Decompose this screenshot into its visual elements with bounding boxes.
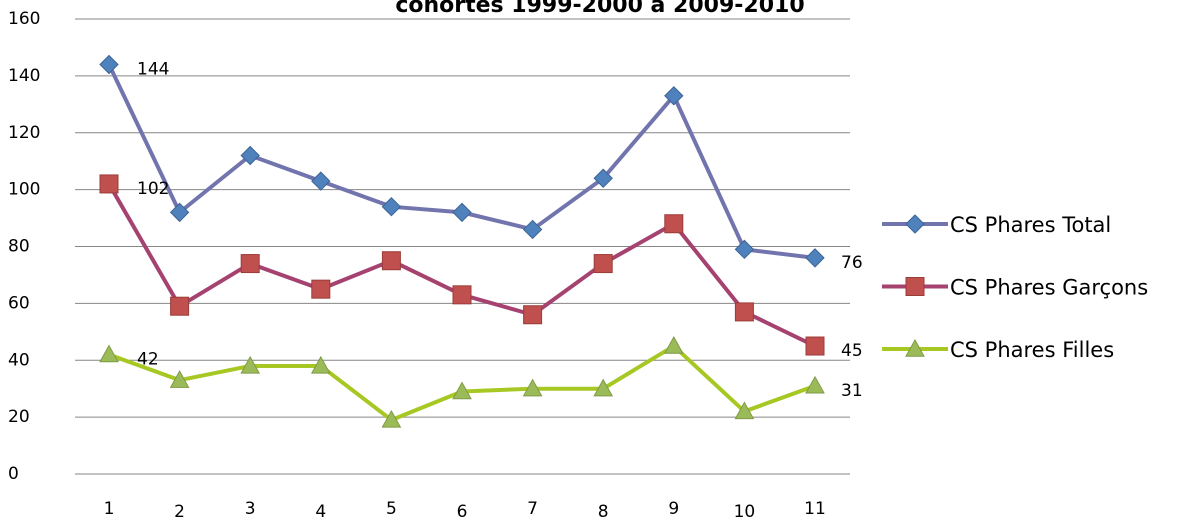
marker: [664, 86, 684, 106]
marker: [805, 336, 825, 356]
series-line: [107, 63, 816, 260]
marker: [240, 355, 261, 374]
x-tick-label: 10: [734, 502, 756, 520]
marker: [381, 196, 402, 217]
marker: [381, 251, 401, 271]
marker: [99, 174, 119, 194]
marker: [381, 409, 402, 428]
x-tick-label: 7: [527, 499, 538, 519]
data-label: 76: [841, 253, 863, 273]
marker: [805, 375, 825, 394]
y-tick-label: 0: [8, 464, 19, 484]
marker: [523, 305, 543, 325]
marker: [734, 302, 754, 322]
marker: [452, 285, 472, 305]
y-tick-label: 120: [8, 123, 40, 143]
marker: [593, 168, 613, 188]
x-tick-label: 6: [457, 502, 468, 520]
legend-label: CS Phares Garçons: [950, 276, 1148, 300]
data-label: 45: [841, 341, 863, 361]
marker: [99, 54, 119, 75]
marker: [452, 381, 472, 400]
marker: [452, 202, 472, 223]
chart-title: cohortes 1999-2000 à 2009-2010: [395, 0, 804, 18]
y-tick-label: 140: [8, 66, 40, 86]
marker: [663, 336, 684, 354]
marker: [734, 401, 755, 420]
x-tick-label: 11: [804, 499, 826, 519]
marker: [169, 370, 190, 388]
marker: [169, 202, 190, 223]
marker: [734, 239, 755, 260]
marker: [664, 214, 684, 234]
marker: [522, 219, 543, 240]
marker: [593, 254, 613, 274]
marker: [905, 214, 925, 234]
marker: [99, 344, 119, 363]
legend-label: CS Phares Total: [950, 213, 1111, 237]
y-tick-label: 20: [8, 407, 30, 427]
y-tick-label: 80: [8, 237, 30, 257]
marker: [240, 254, 260, 274]
x-tick-label: 9: [668, 499, 679, 519]
marker: [311, 279, 331, 299]
x-tick-label: 3: [245, 499, 256, 519]
x-tick-label: 1: [104, 499, 115, 519]
data-label: 102: [137, 179, 169, 199]
data-label: 144: [137, 60, 169, 80]
x-tick-label: 2: [174, 502, 185, 520]
x-tick-label: 5: [386, 499, 397, 519]
marker: [905, 277, 925, 296]
marker: [170, 296, 190, 316]
marker: [805, 248, 825, 268]
x-tick-label: 4: [315, 502, 326, 520]
marker: [905, 338, 925, 357]
y-tick-label: 100: [8, 180, 40, 200]
y-tick-label: 60: [8, 293, 30, 313]
marker: [311, 171, 331, 191]
marker: [593, 378, 614, 397]
y-tick-label: 160: [8, 9, 40, 29]
y-tick-label: 40: [8, 350, 30, 370]
marker: [240, 145, 260, 166]
legend-label: CS Phares Filles: [950, 338, 1114, 362]
data-label: 31: [841, 381, 863, 401]
x-tick-label: 8: [598, 502, 609, 520]
data-label: 42: [137, 350, 159, 370]
marker: [522, 378, 543, 397]
marker: [310, 355, 331, 374]
